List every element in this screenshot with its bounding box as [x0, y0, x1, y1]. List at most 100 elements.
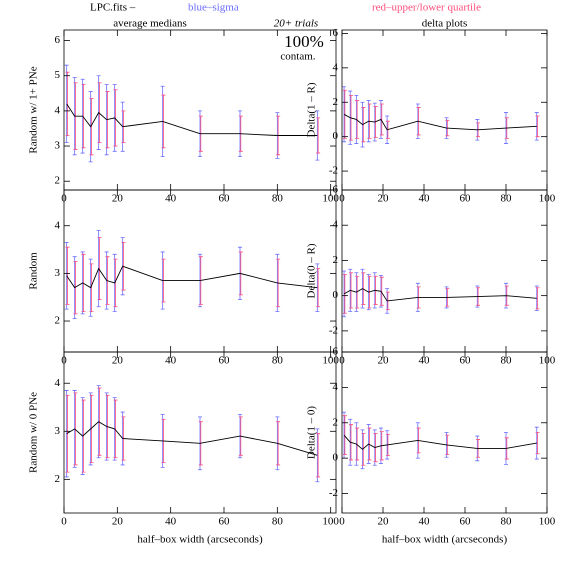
quartile-bar	[535, 432, 540, 455]
x-tick-label: 80	[501, 355, 513, 367]
y-tick-label: 4	[333, 61, 339, 73]
y-tick-label: 3	[55, 267, 61, 279]
x-tick-label: 20	[378, 355, 390, 367]
median-line	[66, 421, 318, 456]
x-axis-label: half–box width (arcseconds)	[382, 534, 508, 546]
y-axis-label: Random w/ 1+ PNe	[28, 66, 40, 153]
y-tick-label: -2	[329, 165, 338, 177]
median-line	[343, 288, 537, 302]
x-tick-label: 100	[322, 516, 339, 528]
quartile-bar	[65, 71, 70, 136]
x-tick-label: 60	[460, 516, 472, 528]
y-tick-label: 2	[333, 254, 339, 266]
x-tick-label: 60	[219, 193, 231, 205]
y-axis-label: Delta(1 – R)	[306, 82, 318, 137]
x-tick-label: 80	[272, 193, 284, 205]
quartile-bar	[113, 258, 118, 308]
trials-label: 20+ trials	[274, 18, 318, 30]
quartile-bar	[113, 89, 118, 147]
y-tick-label: 5	[55, 69, 61, 81]
median-line	[66, 265, 318, 289]
y-tick-label: -2	[329, 324, 338, 336]
median-line	[343, 113, 537, 131]
quartile-bar	[379, 103, 384, 136]
x-tick-label: 0	[61, 516, 67, 528]
panel-title: average medians	[113, 18, 187, 30]
quartile-bar	[535, 115, 540, 138]
y-axis-label: Delta(0 – R)	[306, 243, 318, 298]
y-tick-label: 4	[55, 219, 61, 231]
quartile-bar	[342, 415, 347, 456]
x-tick-label: 20	[378, 193, 390, 205]
y-tick-label: 4	[333, 219, 339, 231]
y-tick-label: 2	[55, 315, 61, 327]
y-tick-label: 4	[55, 377, 61, 389]
plot-frame	[341, 189, 548, 353]
plot-frame	[63, 351, 337, 514]
quartile-bar	[316, 117, 321, 154]
x-tick-label: 80	[272, 355, 284, 367]
x-tick-label: 100	[539, 516, 556, 528]
quartile-bar	[316, 268, 321, 308]
y-tick-label: 3	[55, 140, 61, 152]
panel-title: delta plots	[422, 18, 468, 30]
plot-frame	[341, 351, 548, 514]
x-tick-label: 0	[339, 516, 345, 528]
quartile-note: red–upper/lower quartile	[372, 2, 481, 14]
x-tick-label: 80	[501, 516, 513, 528]
quartile-bar	[361, 432, 366, 466]
x-tick-label: 40	[165, 193, 177, 205]
y-tick-label: 4	[55, 104, 61, 116]
sigma-bar	[64, 64, 69, 143]
contam-value: 100%	[284, 32, 324, 51]
y-axis-label: Random w/ 0 PNe	[28, 392, 40, 473]
x-tick-label: 60	[219, 516, 231, 528]
y-tick-label: -2	[329, 487, 338, 499]
y-axis-label: Random	[28, 252, 40, 290]
quartile-bar	[355, 427, 360, 461]
y-tick-label: 0	[333, 289, 339, 301]
quartile-bar	[113, 399, 118, 459]
y-tick-label: 2	[55, 473, 61, 485]
x-tick-label: 40	[165, 516, 177, 528]
x-tick-label: 20	[112, 193, 124, 205]
x-tick-label: 40	[165, 355, 177, 367]
x-tick-label: 60	[460, 193, 472, 205]
y-tick-label: 0	[333, 130, 339, 142]
y-tick-label: 0	[333, 452, 339, 464]
file-label: LPC.fits –	[90, 2, 136, 14]
median-line	[343, 434, 537, 450]
quartile-bar	[535, 287, 540, 310]
quartile-bar	[89, 98, 94, 156]
quartile-bar	[97, 82, 102, 143]
quartile-bar	[355, 100, 360, 139]
y-tick-label: 2	[333, 96, 339, 108]
x-tick-label: 40	[419, 193, 431, 205]
x-tick-label: 80	[272, 516, 284, 528]
x-tick-label: 60	[219, 355, 231, 367]
quartile-bar	[81, 399, 86, 473]
quartile-bar	[97, 237, 102, 300]
y-tick-label: 4	[333, 381, 339, 393]
y-tick-label: 6	[333, 346, 339, 358]
y-tick-label: 2	[333, 416, 339, 428]
x-tick-label: 20	[112, 516, 124, 528]
quartile-bar	[89, 394, 94, 463]
x-axis-label: half–box width (arcseconds)	[137, 534, 263, 546]
sigma-note: blue–sigma	[188, 2, 239, 14]
x-tick-label: 80	[501, 193, 513, 205]
quartile-bar	[65, 246, 70, 305]
sigma-bar	[342, 270, 347, 318]
x-tick-label: 60	[460, 355, 472, 367]
x-tick-label: 20	[112, 355, 124, 367]
y-axis-label: Delta(1 – 0)	[306, 406, 318, 459]
quartile-bar	[316, 433, 321, 478]
y-tick-label: 6	[55, 34, 61, 46]
x-tick-label: 100	[322, 193, 339, 205]
x-tick-label: 20	[378, 516, 390, 528]
median-line	[66, 103, 318, 136]
quartile-bar	[81, 84, 86, 149]
y-tick-label: 2	[55, 175, 61, 187]
quartile-bar	[89, 263, 94, 312]
